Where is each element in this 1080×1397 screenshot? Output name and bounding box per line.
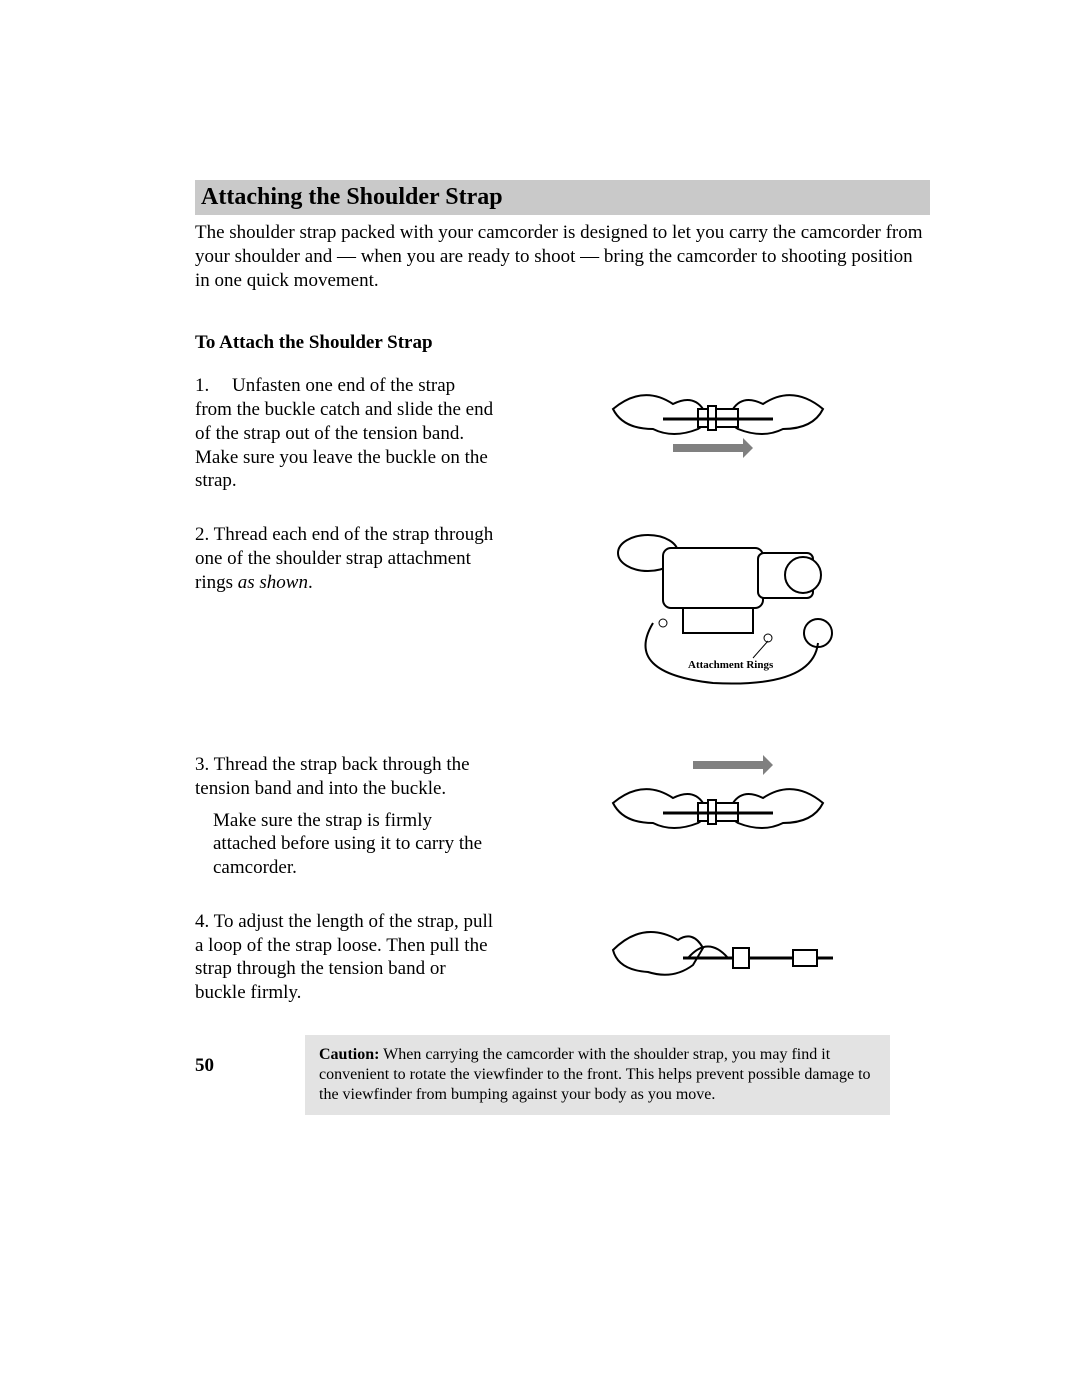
attachment-rings-label: Attachment Rings <box>688 659 774 671</box>
step-2-body-italic: as shown <box>238 572 308 593</box>
steps-list: 1. Unfasten one end of the strap from th… <box>195 374 930 1025</box>
step-1-figure <box>505 374 930 484</box>
step-4-text: 4. To adjust the length of the strap, pu… <box>195 910 505 1005</box>
step-1-body: Unfasten one end of the strap from the b… <box>195 375 493 491</box>
step-4-body: To adjust the length of the strap, pull … <box>195 911 493 1003</box>
sub-heading: To Attach the Shoulder Strap <box>195 332 930 354</box>
step-2-number: 2. <box>195 524 209 545</box>
caution-text: When carrying the camcorder with the sho… <box>319 1046 871 1103</box>
hand-pull-strap-icon <box>593 910 843 1010</box>
step-3: 3. Thread the strap back through the ten… <box>195 753 930 880</box>
caution-box: Caution: When carrying the camcorder wit… <box>305 1035 890 1115</box>
step-2-body-c: . <box>308 572 313 593</box>
hands-strap-icon <box>603 753 833 873</box>
step-4: 4. To adjust the length of the strap, pu… <box>195 910 930 1010</box>
step-2-text: 2. Thread each end of the strap through … <box>195 523 505 594</box>
step-2-figure: Attachment Rings <box>505 523 930 703</box>
step-3-figure <box>505 753 930 873</box>
step-1-number: 1. <box>195 375 209 396</box>
step-3-body-2: Make sure the strap is firmly attached b… <box>195 809 495 880</box>
step-3-number: 3. <box>195 754 209 775</box>
step-2: 2. Thread each end of the strap through … <box>195 523 930 703</box>
step-1-text: 1. Unfasten one end of the strap from th… <box>195 374 505 493</box>
intro-paragraph: The shoulder strap packed with your camc… <box>195 221 930 292</box>
hands-strap-icon <box>603 374 833 484</box>
step-4-figure <box>505 910 930 1010</box>
camcorder-icon: Attachment Rings <box>593 523 843 703</box>
page-number: 50 <box>195 1055 214 1077</box>
caution-label: Caution: <box>319 1046 379 1063</box>
step-3-body: Thread the strap back through the tensio… <box>195 754 470 799</box>
section-heading: Attaching the Shoulder Strap <box>195 180 930 215</box>
step-1: 1. Unfasten one end of the strap from th… <box>195 374 930 493</box>
manual-page: Attaching the Shoulder Strap The shoulde… <box>0 0 1080 1397</box>
step-3-text: 3. Thread the strap back through the ten… <box>195 753 505 880</box>
step-4-number: 4. <box>195 911 209 932</box>
